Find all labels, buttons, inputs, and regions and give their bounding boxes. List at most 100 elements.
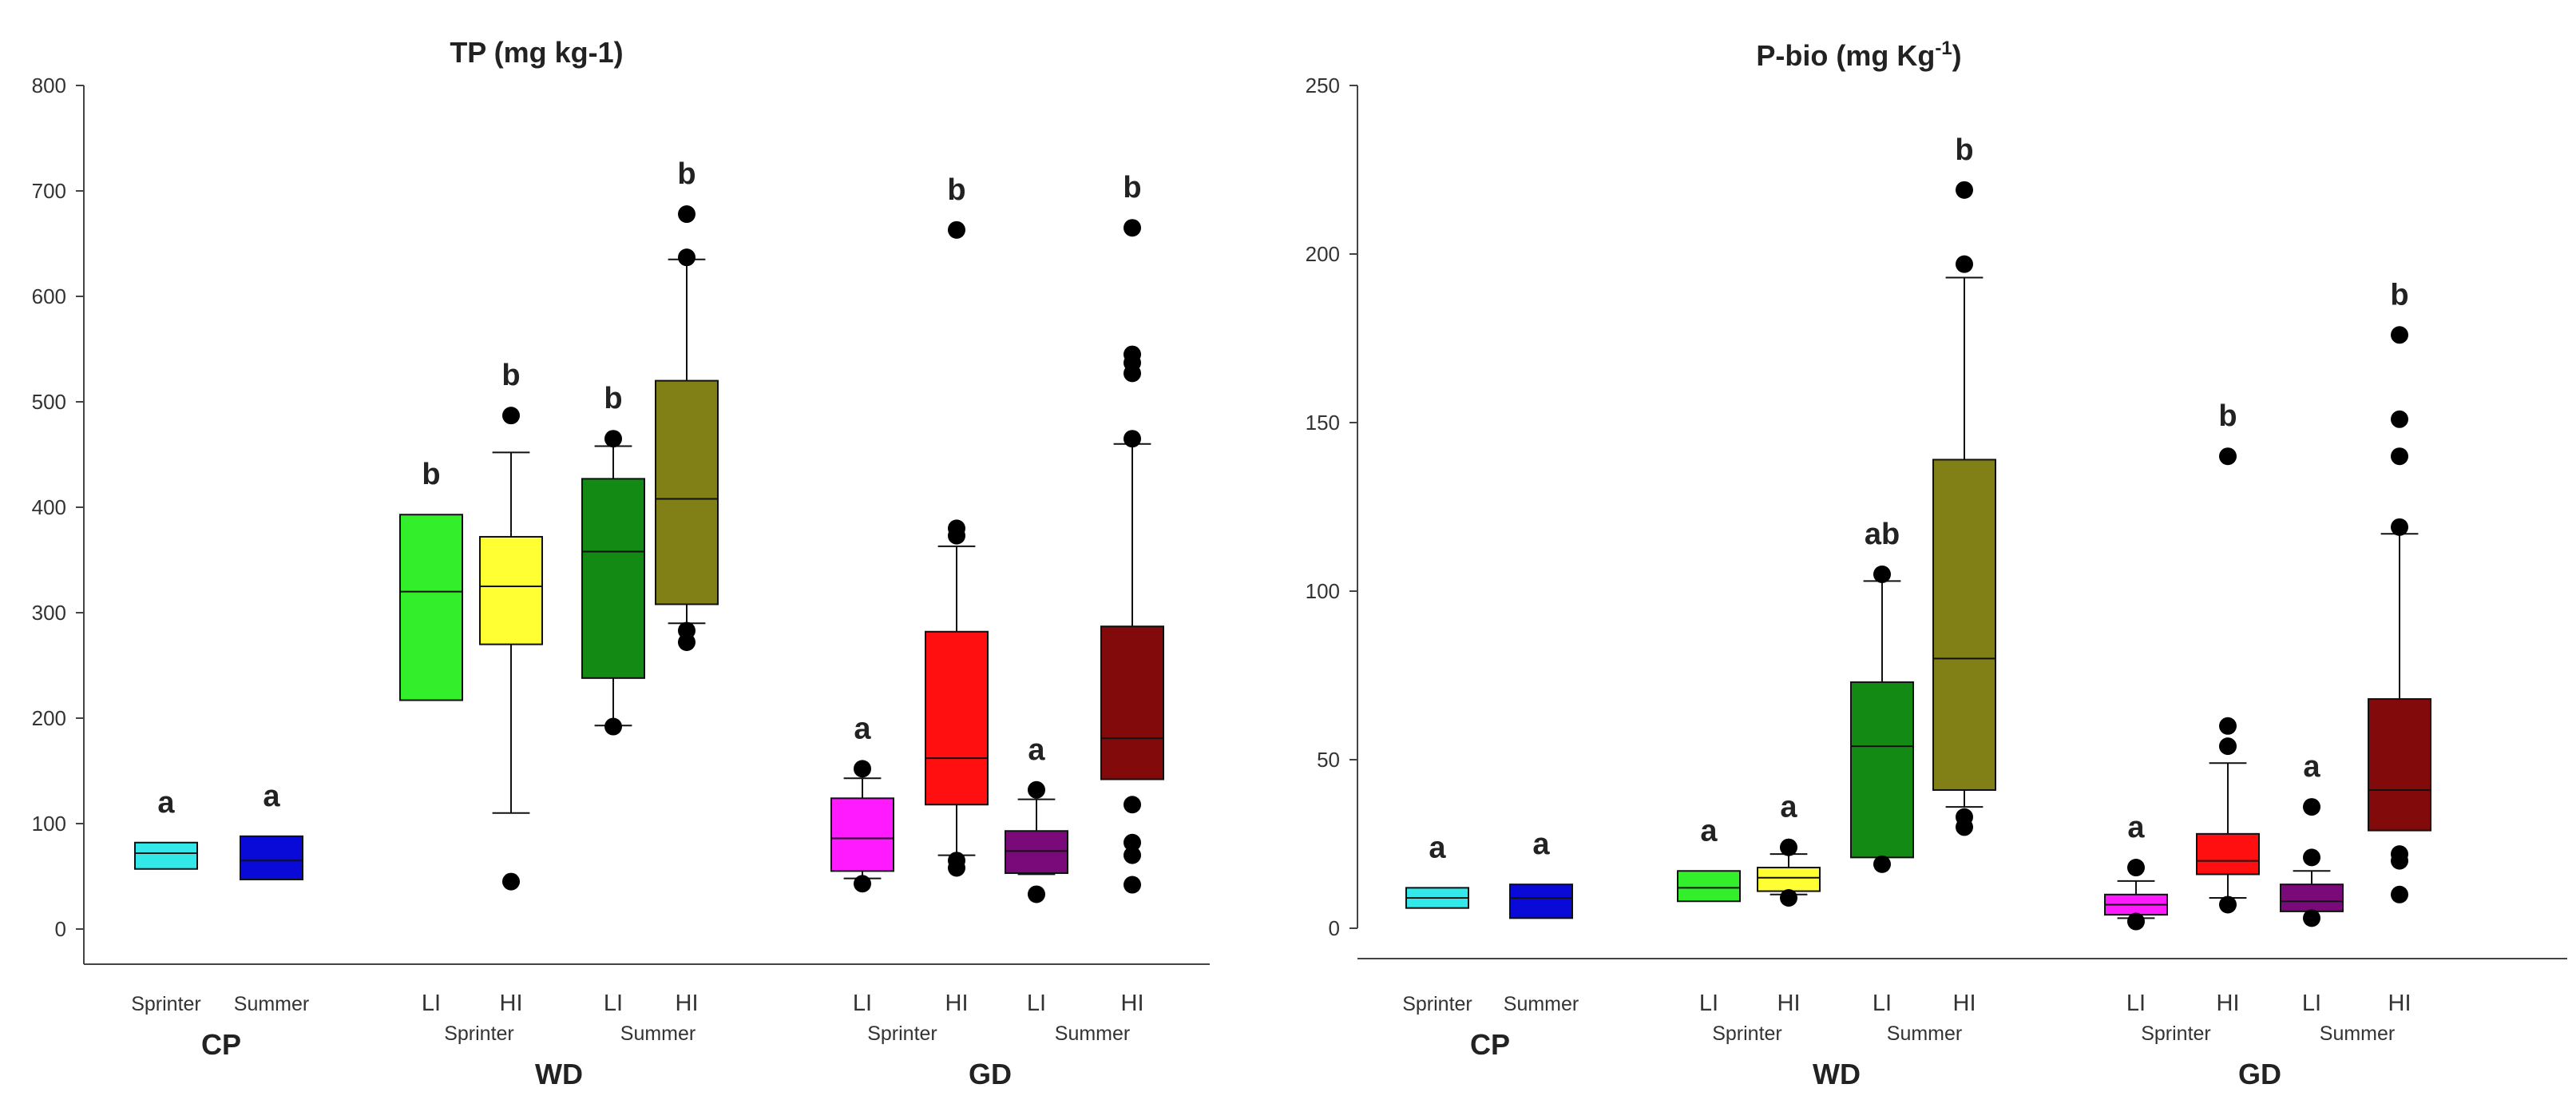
outlier-point [2391,885,2408,903]
tp-group-gd: GD [969,1058,1012,1090]
significance-letter: a [1429,831,1446,864]
outlier-point [948,852,965,870]
outlier-point [1873,565,1891,583]
tp-xlabel-gd-sprinter-li: LI [853,991,872,1016]
pbio-ytick-label: 0 [1329,916,1340,940]
outlier-point [1028,780,1045,799]
box-iqr [1677,870,1741,903]
box-iqr [2368,698,2431,832]
tp-box-5: b [655,157,719,651]
tp-ytick-label: 100 [32,812,66,836]
pbio-box-8: a [2280,750,2344,927]
pbio-ytick-label: 50 [1317,748,1340,772]
significance-letter: a [157,786,175,820]
significance-letter: a [854,712,871,745]
outlier-point [1956,808,1973,826]
tp-box-1: a [240,780,303,880]
significance-letter: a [2127,811,2145,844]
pbio-chart-title: P-bio (mg Kg-1) [1756,38,1961,72]
significance-letter: b [2218,399,2237,433]
box-iqr [1932,459,1996,791]
pbio-box-3: a [1757,791,1821,907]
box-iqr [1509,884,1573,919]
pbio-box-1: a [1509,828,1573,919]
outlier-point [2127,912,2145,931]
pbio-season-gd-summer: Summer [2320,1023,2395,1045]
tp-season-gd-summer: Summer [1055,1023,1130,1045]
pbio-xlabel-cp-sprinter: Sprinter [1402,993,1472,1015]
box-iqr [581,478,645,679]
tp-ytick-label: 600 [32,284,66,308]
outlier-point [678,248,696,267]
significance-letter: b [501,359,520,392]
tp-ytick-label: 200 [32,706,66,730]
pbio-xlabel-gd-summer-hi: HI [2388,991,2412,1016]
tp-ytick-label: 400 [32,495,66,519]
tp-box-7: b [925,173,989,877]
tp-group-wd: WD [535,1058,583,1090]
tp-box-3: b [479,359,543,891]
tp-xlabel-wd-summer-hi: HI [676,991,699,1016]
pbio-ytick-label: 150 [1306,411,1340,435]
outlier-point [1873,855,1891,873]
pbio-season-gd-sprinter: Sprinter [2141,1023,2211,1045]
tp-xlabel-cp-sprinter: Sprinter [131,993,201,1015]
outlier-point [1956,181,1973,199]
tp-ytick-label: 500 [32,390,66,414]
pbio-ytick-label: 100 [1306,579,1340,603]
tp-box-8: a [1005,733,1068,903]
outlier-point [1124,876,1141,894]
box-iqr [1005,830,1068,875]
outlier-point [604,717,622,736]
significance-letter: b [1123,171,1141,205]
box-iqr [134,841,198,870]
outlier-point [2391,447,2408,466]
pbio-group-wd: WD [1813,1058,1861,1090]
tp-xlabel-wd-sprinter-hi: HI [500,991,523,1016]
tp-chart-title: TP (mg kg-1) [450,36,623,69]
pbio-xlabel-gd-sprinter-li: LI [2126,991,2146,1016]
significance-letter: a [2303,750,2320,784]
outlier-point [1124,219,1141,237]
outlier-point [854,875,871,893]
outlier-point [1124,345,1141,363]
outlier-point [1124,430,1141,448]
pbio-group-cp: CP [1470,1028,1510,1061]
box-iqr [1100,625,1164,780]
outlier-point [604,430,622,448]
pbio-ytick-label: 250 [1306,73,1340,97]
outlier-point [2303,909,2320,927]
outlier-point [2127,859,2145,877]
pbio-ytick-label: 200 [1306,242,1340,266]
pbio-xlabel-wd-sprinter-li: LI [1699,991,1718,1016]
significance-letter: a [1028,733,1045,767]
pbio-box-0: a [1405,831,1469,909]
significance-letter: b [2390,278,2408,312]
box-iqr [479,535,543,645]
tp-ytick-label: 800 [32,73,66,97]
significance-letter: a [1700,814,1718,848]
outlier-point [1124,833,1141,852]
pbio-box-4: ab [1850,518,1914,873]
outlier-point [1780,838,1797,856]
tp-box-2: b [399,458,463,701]
outlier-point [1124,846,1141,864]
significance-letter: b [422,458,440,491]
outlier-point [2219,447,2237,466]
box-iqr [1757,867,1821,892]
box-iqr [2280,884,2344,912]
pbio-box-2: a [1677,814,1741,903]
box-iqr [925,630,989,806]
outlier-point [678,621,696,640]
tp-chart: TP (mg kg-1) 0 100 200 300 400 500 600 700 800 a… [32,36,1210,1090]
tp-box-9: b [1100,171,1164,894]
box-iqr [2196,832,2260,876]
tp-xlabel-gd-summer-hi: HI [1121,991,1144,1016]
outlier-point [948,220,965,239]
pbio-group-gd: GD [2238,1058,2281,1090]
outlier-point [854,760,871,778]
significance-letter: a [1780,791,1797,824]
box-iqr [830,797,894,872]
pbio-season-wd-sprinter: Sprinter [1712,1023,1782,1045]
